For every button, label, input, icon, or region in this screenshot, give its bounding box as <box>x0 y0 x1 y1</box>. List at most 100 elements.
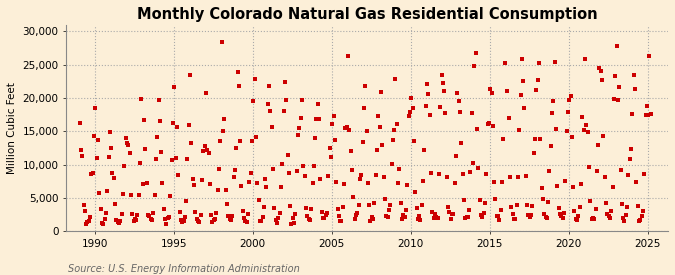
Point <box>375 90 386 94</box>
Point <box>419 148 430 152</box>
Point <box>522 203 533 207</box>
Point <box>102 189 113 193</box>
Point <box>505 175 516 180</box>
Point <box>120 135 131 140</box>
Point <box>293 133 304 138</box>
Point <box>106 146 117 150</box>
Point <box>451 153 462 158</box>
Point <box>580 57 591 61</box>
Point <box>396 201 406 205</box>
Point <box>189 183 200 188</box>
Point <box>267 125 277 129</box>
Point <box>278 109 289 114</box>
Point <box>343 54 354 58</box>
Point <box>198 149 209 153</box>
Point <box>381 213 392 218</box>
Point <box>475 198 485 202</box>
Point <box>182 157 193 161</box>
Point <box>181 199 192 203</box>
Point <box>257 214 268 219</box>
Point <box>190 210 200 214</box>
Point <box>294 126 305 131</box>
Point <box>432 215 443 220</box>
Point <box>333 214 344 219</box>
Point <box>232 70 243 75</box>
Point <box>348 195 358 200</box>
Point <box>74 120 85 125</box>
Point <box>142 213 153 218</box>
Point <box>569 209 580 214</box>
Point <box>140 147 151 151</box>
Point <box>487 124 498 129</box>
Point <box>506 205 516 210</box>
Point <box>364 203 375 207</box>
Point <box>81 222 92 226</box>
Point <box>612 98 623 102</box>
Point <box>184 123 194 128</box>
Point <box>414 214 425 219</box>
Point <box>543 200 554 204</box>
Point <box>161 222 172 226</box>
Point <box>602 212 613 216</box>
Point <box>556 214 567 219</box>
Point <box>279 79 290 84</box>
Point <box>228 174 239 179</box>
Point <box>536 185 547 190</box>
Point <box>627 112 638 116</box>
Point <box>314 117 325 121</box>
Point <box>369 200 380 205</box>
Point <box>436 73 447 77</box>
Point <box>453 99 464 103</box>
Point <box>626 146 637 151</box>
Point <box>246 139 257 143</box>
Point <box>616 201 627 206</box>
Point <box>264 84 275 88</box>
Point <box>308 164 319 168</box>
Point <box>404 110 415 115</box>
Point <box>166 157 177 162</box>
Point <box>502 89 513 94</box>
Point <box>632 204 643 208</box>
Point <box>545 144 556 148</box>
Point <box>490 197 501 201</box>
Point <box>377 142 387 147</box>
Point <box>178 219 189 223</box>
Point <box>637 209 648 213</box>
Point <box>110 202 121 206</box>
Point <box>238 209 248 214</box>
Point <box>277 162 288 166</box>
Point <box>315 177 326 182</box>
Point <box>214 167 225 171</box>
Point <box>211 211 222 215</box>
Point <box>486 91 497 95</box>
Point <box>313 102 323 106</box>
Point <box>479 201 490 205</box>
Point <box>256 219 267 223</box>
Point <box>564 97 574 102</box>
Point <box>367 215 377 219</box>
Point <box>327 122 338 127</box>
Point <box>350 213 361 217</box>
Point <box>541 216 552 221</box>
Point <box>298 163 308 168</box>
Point <box>591 169 602 174</box>
Point <box>362 181 373 185</box>
Point <box>500 61 510 65</box>
Point <box>124 151 135 156</box>
Point <box>433 172 444 176</box>
Point <box>249 76 260 81</box>
Point <box>304 218 315 222</box>
Point <box>92 138 103 142</box>
Point <box>145 217 156 222</box>
Point <box>88 133 99 138</box>
Point <box>170 155 181 160</box>
Point <box>533 61 544 65</box>
Point <box>535 137 545 142</box>
Point <box>265 109 276 113</box>
Point <box>151 157 161 161</box>
Point <box>554 205 564 210</box>
Point <box>159 207 169 211</box>
Point <box>464 208 475 213</box>
Point <box>127 212 138 216</box>
Y-axis label: Million Cubic Feet: Million Cubic Feet <box>7 82 17 174</box>
